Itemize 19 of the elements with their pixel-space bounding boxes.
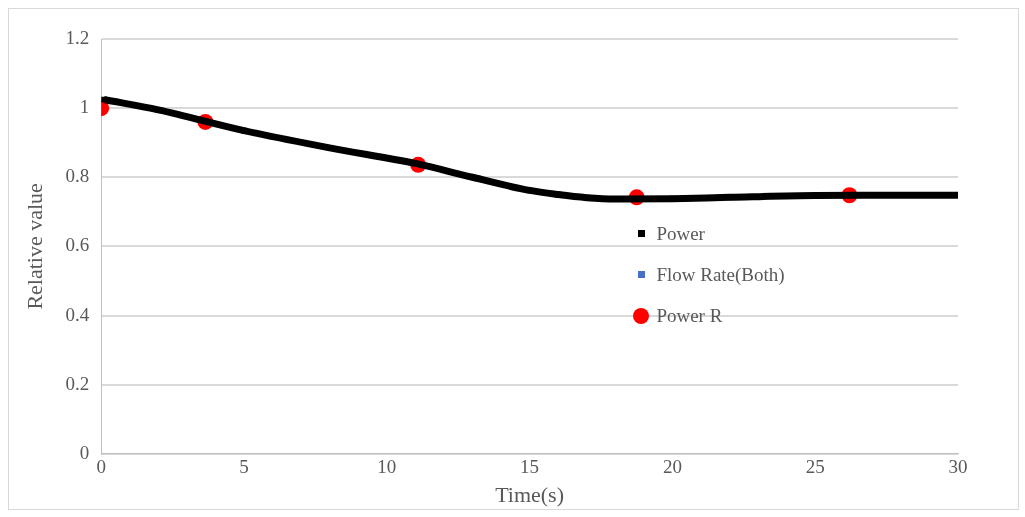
- x-tick-label: 5: [239, 456, 249, 478]
- y-tick-label: 0.6: [65, 234, 90, 256]
- x-tick-label: 25: [805, 456, 825, 478]
- x-tick-label: 15: [520, 456, 540, 478]
- legend-label: Power R: [656, 304, 723, 327]
- y-tick-label: 0.8: [65, 165, 90, 187]
- x-tick-label: 30: [948, 456, 968, 478]
- y-tick-label: 0.2: [65, 372, 90, 394]
- y-axis-title: Relative value: [21, 183, 47, 310]
- y-tick-label: 0.4: [65, 303, 90, 325]
- x-tick-label: 20: [662, 456, 682, 478]
- y-tick-label: 1.2: [65, 26, 90, 48]
- y-tick-label: 0: [79, 441, 90, 463]
- x-tick-label: 0: [96, 456, 106, 478]
- legend-label: Power: [656, 222, 705, 245]
- x-axis-title: Time(s): [495, 481, 565, 507]
- y-tick-label: 1: [79, 96, 90, 118]
- x-tick-label: 10: [377, 456, 397, 478]
- legend-label: Flow Rate(Both): [656, 263, 785, 286]
